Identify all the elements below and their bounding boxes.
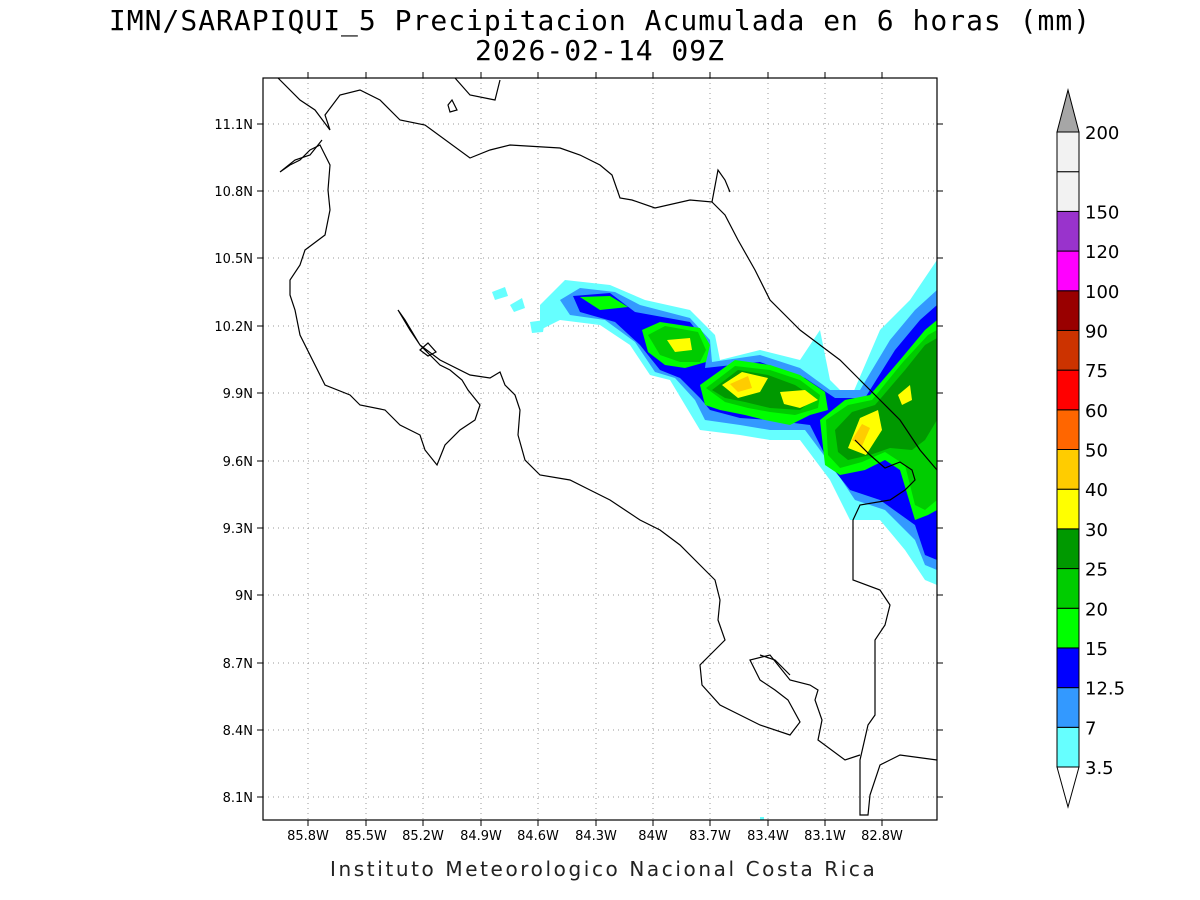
precip-spot-cyan bbox=[760, 817, 764, 820]
colorbar-level-label: 120 bbox=[1085, 242, 1119, 263]
tick-label-lon: 84.3W bbox=[575, 829, 617, 844]
tick-label-lat: 8.1N bbox=[223, 791, 253, 806]
tick-label-lon: 84.6W bbox=[517, 829, 559, 844]
colorbar-swatch bbox=[1056, 329, 1080, 371]
map-datetime: 2026-02-14 09Z bbox=[474, 34, 725, 67]
precip-spot-cyan bbox=[530, 320, 545, 333]
precip-band-40 bbox=[852, 424, 870, 446]
tick-label-lon: 85.2W bbox=[402, 829, 444, 844]
coastlines-borders bbox=[277, 78, 937, 816]
colorbar-low-arrow bbox=[1056, 766, 1080, 809]
tick-label-lat: 9.9N bbox=[223, 387, 253, 402]
colorbar-swatch bbox=[1056, 250, 1080, 292]
colorbar-level-label: 100 bbox=[1085, 282, 1119, 303]
colorbar-level-label: 12.5 bbox=[1085, 679, 1125, 700]
precip-band-40 bbox=[730, 376, 752, 392]
precip-band-30 bbox=[667, 338, 692, 352]
tick-label-lat: 10.8N bbox=[214, 185, 253, 200]
colorbar-level-label: 25 bbox=[1085, 560, 1108, 581]
precip-band-30 bbox=[780, 390, 818, 408]
osa-coast bbox=[759, 654, 791, 676]
colorbar-level-label: 75 bbox=[1085, 361, 1108, 382]
colorbar-level-label: 3.5 bbox=[1085, 758, 1114, 779]
precip-band-15 bbox=[580, 296, 628, 310]
colorbar-swatch bbox=[1056, 171, 1080, 212]
tick-label-lat: 10.5N bbox=[214, 252, 253, 267]
tick-label-lat: 10.2N bbox=[214, 320, 253, 335]
colorbar-level-label: 150 bbox=[1085, 202, 1119, 223]
colorbar-swatch bbox=[1056, 290, 1080, 331]
gulf-nicoya-island bbox=[419, 342, 437, 357]
footer-credit: Instituto Meteorologico Nacional Costa R… bbox=[330, 857, 878, 881]
tick-label-lon: 84W bbox=[638, 829, 668, 844]
panama-border bbox=[852, 439, 937, 816]
colorbar-swatch bbox=[1056, 568, 1080, 609]
colorbar-swatch bbox=[1056, 131, 1080, 173]
tick-label-lat: 11.1N bbox=[214, 118, 253, 133]
colorbar-swatch bbox=[1056, 647, 1080, 689]
colorbar-level-label: 20 bbox=[1085, 599, 1108, 620]
nicaragua-border bbox=[277, 78, 731, 209]
colorbar-level-label: 90 bbox=[1085, 321, 1108, 342]
colorbar-level-label: 7 bbox=[1085, 718, 1096, 739]
tick-label-lat: 9.3N bbox=[223, 522, 253, 537]
colorbar-swatch bbox=[1056, 449, 1080, 490]
colorbar-swatch bbox=[1056, 687, 1080, 728]
tick-label-lat: 9N bbox=[235, 589, 253, 604]
colorbar-high-arrow bbox=[1056, 88, 1080, 133]
colorbar-level-label: 15 bbox=[1085, 639, 1108, 660]
caribbean-coast bbox=[711, 201, 937, 471]
precipitation-field bbox=[492, 260, 937, 820]
tick-label-lat: 8.4N bbox=[223, 724, 253, 739]
colorbar-level-label: 50 bbox=[1085, 441, 1108, 462]
colorbar-level-label: 30 bbox=[1085, 520, 1108, 541]
plot-frame bbox=[262, 77, 938, 821]
colorbar-swatch bbox=[1056, 210, 1080, 252]
colorbar-swatch bbox=[1056, 409, 1080, 450]
colorbar-swatch bbox=[1056, 369, 1080, 411]
tick-label-lat: 8.7N bbox=[223, 657, 253, 672]
lake-island bbox=[447, 98, 458, 113]
colorbar-level-label: 60 bbox=[1085, 401, 1108, 422]
axis-ticks: 85.8W 85.5W 85.2W 84.9W 84.6W 84.3W 84W 83.7W 83… bbox=[214, 72, 943, 844]
precip-spot-cyan bbox=[492, 287, 508, 300]
colorbar-swatch bbox=[1056, 726, 1080, 768]
precip-band-30 bbox=[898, 385, 912, 405]
colorbar-swatch bbox=[1056, 607, 1080, 649]
pacific-coast bbox=[289, 144, 861, 761]
colorbar-swatch bbox=[1056, 488, 1080, 530]
tick-label-lon: 83.1W bbox=[804, 829, 846, 844]
colorbar-swatch bbox=[1056, 528, 1080, 570]
tick-label-lat: 9.6N bbox=[223, 455, 253, 470]
tick-label-lon: 85.5W bbox=[345, 829, 387, 844]
precip-spot-cyan bbox=[510, 298, 525, 312]
colorbar-level-label: 200 bbox=[1085, 123, 1119, 144]
tick-label-lon: 83.7W bbox=[689, 829, 731, 844]
border-inland bbox=[279, 139, 323, 173]
nicaragua-coast-n bbox=[454, 78, 501, 101]
tick-label-lon: 83.4W bbox=[747, 829, 789, 844]
colorbar-legend: 3.5 7 12.5 15 20 25 30 40 50 60 75 90 100 120 150 200 bbox=[1056, 88, 1125, 809]
tick-label-lon: 84.9W bbox=[460, 829, 502, 844]
tick-label-lon: 85.8W bbox=[287, 829, 329, 844]
colorbar-level-label: 40 bbox=[1085, 480, 1108, 501]
map-title: IMN/SARAPIQUI_5 Precipitacion Acumulada … bbox=[108, 4, 1092, 37]
tick-label-lon: 82.8W bbox=[861, 829, 903, 844]
